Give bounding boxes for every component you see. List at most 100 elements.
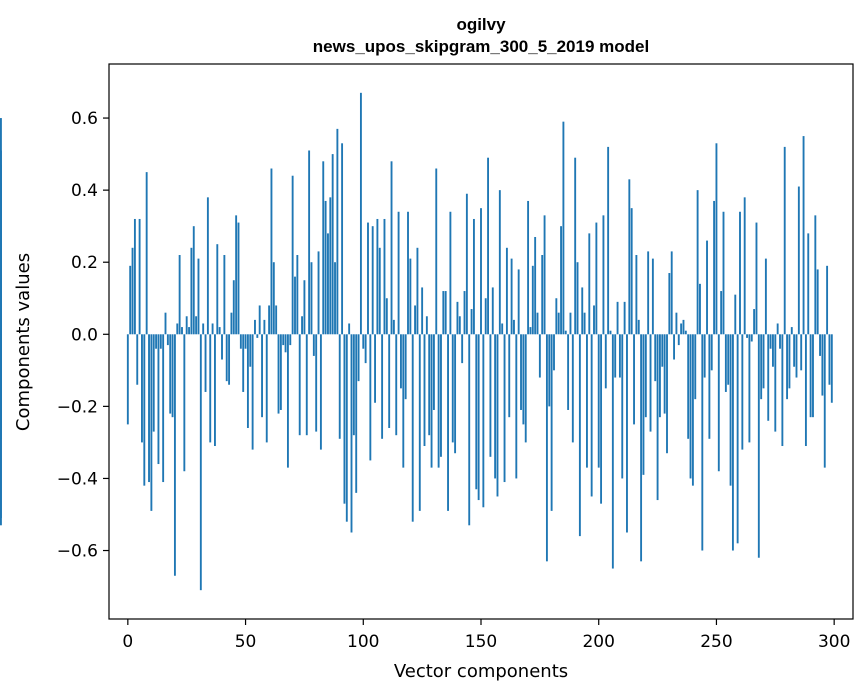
bar (536, 312, 539, 335)
bar (171, 334, 174, 418)
bar (611, 334, 614, 569)
bar (703, 334, 706, 378)
bar (578, 334, 581, 537)
bar (769, 334, 772, 349)
bar (814, 215, 817, 335)
bar (802, 136, 805, 335)
bar (529, 327, 532, 335)
bar (491, 287, 494, 335)
bar (246, 334, 249, 428)
bar (367, 222, 369, 335)
bar (628, 179, 631, 335)
bar (567, 334, 570, 410)
bar (303, 280, 306, 335)
bar (748, 334, 751, 443)
bar (515, 334, 518, 479)
bar (630, 208, 633, 335)
bar (743, 197, 746, 335)
bar (395, 334, 398, 436)
bar (786, 334, 789, 400)
bar (649, 334, 652, 432)
bar (162, 334, 165, 483)
bar (597, 334, 600, 468)
bar (190, 247, 193, 335)
bar (489, 334, 492, 457)
bar (338, 334, 341, 439)
bar (764, 258, 767, 335)
bar (428, 334, 431, 436)
bar (715, 143, 718, 335)
bar (312, 334, 315, 356)
bar (329, 197, 332, 335)
bar (202, 323, 205, 335)
x-tick-label: 150 (465, 632, 497, 652)
bar (812, 334, 814, 418)
bar (772, 334, 774, 367)
bar (381, 334, 384, 439)
bar (710, 334, 713, 371)
x-tick-label: 50 (235, 632, 257, 652)
bar (305, 334, 308, 436)
bar (550, 334, 553, 511)
bar (442, 291, 445, 335)
bar (345, 334, 348, 522)
bar (169, 334, 172, 414)
bar (816, 269, 819, 335)
x-axis-label: Vector components (394, 661, 568, 682)
bar (823, 334, 826, 468)
bar (0, 334, 2, 439)
bar (221, 334, 223, 360)
bar (254, 319, 256, 335)
bar (560, 226, 562, 335)
bar (421, 287, 424, 335)
bar (661, 334, 664, 367)
bar (501, 323, 504, 335)
bar (724, 334, 727, 392)
bar (324, 200, 327, 335)
y-tick-label: −0.4 (57, 469, 98, 489)
bar (475, 334, 478, 490)
bar (327, 233, 329, 335)
bar (571, 334, 574, 443)
bar (402, 334, 405, 468)
bar (141, 334, 143, 443)
bar (249, 334, 252, 367)
bar (411, 334, 414, 522)
bar (779, 334, 781, 349)
bar (482, 334, 485, 508)
bar (350, 334, 353, 533)
bar (279, 334, 282, 410)
bar (322, 161, 325, 335)
bars-group (0, 92, 833, 591)
bar (369, 334, 372, 461)
bar (150, 334, 153, 511)
bar (284, 334, 287, 353)
y-tick-label: 0.4 (71, 181, 98, 201)
bar (741, 334, 744, 450)
bar (173, 334, 176, 576)
bar (541, 255, 544, 335)
bar (576, 262, 579, 335)
bar (513, 319, 515, 335)
x-tick-label: 100 (347, 632, 379, 652)
bar (319, 334, 322, 450)
bar (684, 330, 687, 335)
bar (223, 255, 226, 335)
bar (757, 334, 760, 558)
bar (564, 330, 567, 335)
bar (755, 222, 758, 335)
bar (390, 161, 393, 335)
x-tick-label: 0 (122, 632, 133, 652)
bar (242, 334, 245, 392)
bar (574, 157, 577, 335)
bar (609, 330, 612, 335)
bar (157, 334, 160, 465)
bar (416, 247, 419, 335)
bar (275, 305, 278, 335)
bar (595, 222, 598, 335)
bar (400, 334, 402, 389)
bar (498, 190, 501, 335)
y-axis-label: Components values (13, 253, 34, 431)
bar (225, 334, 228, 382)
bar (430, 334, 433, 468)
